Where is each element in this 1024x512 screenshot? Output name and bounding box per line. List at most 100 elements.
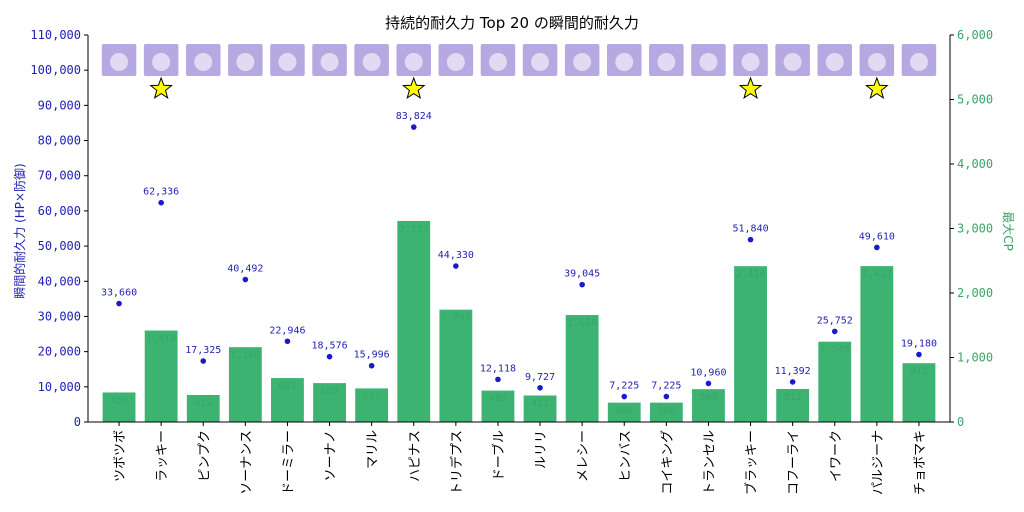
point-4 — [284, 338, 291, 345]
y-tick-left-0: 0 — [74, 415, 81, 429]
bar-label-9: 487 — [489, 394, 507, 405]
x-tick-14: トランセル — [702, 430, 717, 495]
point-1 — [158, 199, 164, 206]
point-label-7: 83,824 — [396, 111, 432, 122]
bar-label-13: 300 — [657, 406, 675, 417]
point-16 — [789, 379, 796, 385]
bar-label-18: 2,417 — [862, 269, 892, 280]
point-label-19: 19,180 — [901, 339, 937, 350]
y-tick-right-4: 4,000 — [957, 157, 993, 171]
point-12 — [621, 393, 628, 400]
point-3 — [242, 276, 249, 283]
pokemon-icon-row — [101, 44, 937, 100]
y-tick-right-5: 5,000 — [957, 93, 993, 107]
x-tick-4: ドーミラー — [281, 430, 296, 495]
x-tick-1: ラッキー — [155, 430, 170, 482]
star-icon-1 — [149, 76, 173, 100]
x-tick-2: ピンプク — [197, 430, 212, 482]
point-15 — [747, 236, 754, 243]
y-axis-label-left: 瞬間的耐久力 (HP×防御) — [12, 163, 27, 299]
point-6 — [368, 362, 375, 369]
bar-6 — [355, 388, 389, 422]
bar-1 — [144, 330, 178, 422]
bar-3 — [228, 347, 262, 422]
point-2 — [200, 358, 207, 364]
y-tick-left-3: 30,000 — [38, 309, 81, 323]
y-tick-right-6: 6,000 — [957, 28, 993, 42]
bar-label-3: 1,160 — [230, 350, 260, 361]
bar-label-15: 2,416 — [735, 269, 765, 280]
point-label-13: 7,225 — [651, 381, 681, 392]
x-tick-0: ツボツボ — [113, 430, 128, 482]
bar-label-12: 300 — [615, 406, 633, 417]
y-tick-right-0: 0 — [957, 415, 964, 429]
point-label-14: 10,960 — [690, 367, 726, 378]
axes: 0 10,000 20,000 30,000 40,000 50,000 60,000 70,… — [30, 28, 993, 495]
x-tick-5: ソーナノ — [324, 430, 339, 481]
x-tick-19: チョボマキ — [913, 430, 928, 495]
mereshii-icon — [564, 44, 600, 76]
bar-4 — [271, 378, 304, 422]
point-19 — [916, 351, 922, 358]
point-10 — [537, 384, 543, 391]
x-tick-11: メレシー — [576, 430, 591, 482]
point-14 — [705, 380, 712, 387]
y-tick-left-10: 100,000 — [30, 63, 81, 77]
chart-title: 持続的耐久力 Top 20 の瞬間的耐久力 — [385, 14, 639, 32]
blacky-icon — [733, 44, 768, 76]
point-11 — [579, 281, 585, 288]
bar-5 — [313, 383, 346, 422]
point-13 — [663, 393, 670, 400]
y-tick-left-11: 110,000 — [30, 28, 81, 42]
bar-label-5: 603 — [321, 386, 339, 397]
x-tick-3: ソーナンス — [239, 430, 254, 495]
point-label-6: 15,996 — [354, 350, 390, 361]
bar-9 — [481, 390, 515, 422]
x-tick-9: ドーブル — [491, 430, 507, 481]
torideps-icon — [438, 44, 474, 76]
bar-label-0: 458 — [110, 395, 128, 406]
point-label-12: 7,225 — [609, 381, 639, 392]
x-tick-17: イワーク — [829, 430, 844, 482]
bar-label-10: 411 — [531, 398, 549, 409]
x-tick-10: ルリリ — [534, 430, 549, 469]
point-label-18: 49,610 — [859, 231, 895, 242]
happinas-icon — [396, 44, 432, 76]
bar-label-2: 419 — [194, 398, 212, 409]
bar-label-17: 1,245 — [820, 345, 850, 356]
doble-icon — [480, 44, 516, 76]
bar-8 — [439, 309, 473, 422]
x-tick-18: パルジーナ — [871, 430, 886, 495]
bar-14 — [692, 389, 725, 422]
transel-icon — [691, 44, 726, 76]
bar-16 — [776, 388, 810, 422]
point-label-1: 62,336 — [143, 187, 179, 198]
bar-label-8: 1,741 — [441, 313, 471, 324]
bar-11 — [565, 315, 599, 422]
bar-0 — [102, 392, 136, 422]
bar-label-14: 509 — [699, 392, 717, 403]
x-tick-16: コフーライ — [787, 430, 802, 495]
bar-label-16: 512 — [784, 392, 802, 403]
star-icon-18 — [865, 76, 889, 100]
point-label-16: 11,392 — [775, 366, 811, 377]
sonans-icon — [228, 44, 263, 76]
bar-7 — [397, 220, 431, 422]
bar-label-4: 681 — [278, 381, 296, 392]
y-tick-left-9: 90,000 — [38, 98, 81, 112]
y-tick-left-1: 10,000 — [38, 380, 81, 394]
x-tick-13: コイキング — [660, 430, 675, 495]
point-label-11: 39,045 — [564, 269, 600, 280]
ruriri-icon — [522, 44, 558, 76]
point-label-9: 12,118 — [480, 363, 516, 374]
x-tick-12: ヒンバス — [618, 430, 633, 482]
bars: 458 1,418 419 1,160 681 603 521 3,117 1,741 487 41… — [102, 220, 936, 422]
point-17 — [831, 328, 838, 335]
y-tick-right-3: 3,000 — [957, 222, 993, 236]
domirror-icon — [270, 44, 305, 76]
bar-19 — [902, 363, 936, 422]
bar-13 — [649, 402, 683, 422]
y-tick-left-2: 20,000 — [38, 345, 81, 359]
star-icon-15 — [738, 76, 763, 100]
